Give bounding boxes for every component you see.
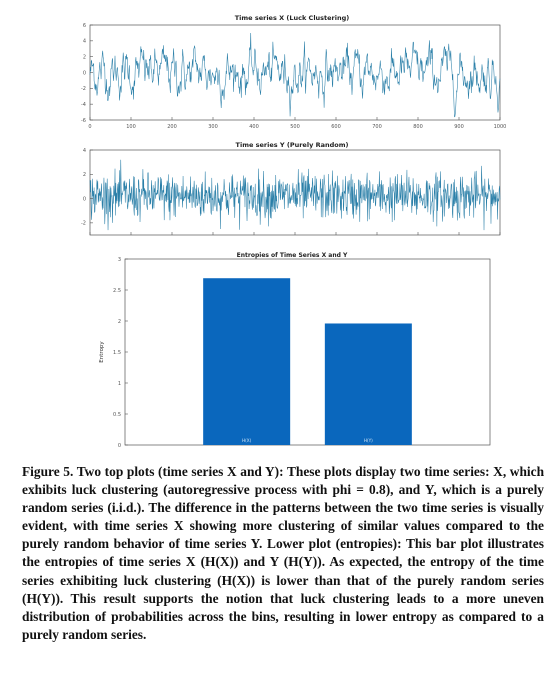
panel-y-ytick-label: 4 (83, 148, 86, 154)
panel-x-xtick-label: 400 (249, 124, 259, 130)
entropy-bar-hy (324, 323, 412, 445)
panel-time-series-x: Time series X (Luck Clustering) 0 100 200 3… (81, 14, 506, 130)
panel-y-xticks (89, 232, 501, 235)
entropy-bar-category-label: H(X) (242, 438, 252, 443)
panel-y-ytick-label: 2 (83, 172, 86, 178)
panel-x-xticks: 0 100 200 300 400 500 600 700 800 900 1000 (88, 117, 506, 130)
panel-x-yticks: 6 4 2 0 -2 -4 -6 (81, 23, 93, 124)
panel-x-ytick-label: 4 (83, 39, 86, 45)
panel-y-frame (89, 149, 501, 236)
panel-x-ytick-label: 0 (83, 70, 86, 76)
panel-bar-ytick-label: 0.5 (113, 412, 121, 418)
caption-label: Figure 5. (22, 464, 74, 479)
panel-x-xtick-label: 200 (167, 124, 177, 130)
panel-x-xtick-label: 500 (290, 124, 300, 130)
panel-x-xtick-label: 700 (372, 124, 382, 130)
panel-x-xtick-label: 1000 (494, 124, 507, 130)
panel-y-ytick-label: 0 (83, 196, 86, 202)
panel-entropies: Entropies of Time Series X and Y Entropy… (99, 252, 491, 449)
caption-text: Two top plots (time series X and Y): The… (22, 464, 545, 642)
panel-x-ytick-label: -4 (81, 102, 86, 108)
entropy-bar-category-label: H(Y) (364, 438, 373, 443)
panel-y-yticks: 4 2 0 -2 (81, 148, 93, 227)
panel-x-ytick-label: -2 (81, 86, 86, 92)
panel-y-ytick-label: -2 (81, 221, 86, 227)
panel-bar-title: Entropies of Time Series X and Y (237, 252, 348, 259)
figure-caption: Figure 5. Two top plots (time series X a… (22, 463, 544, 644)
panel-bar-ytick-label: 1 (118, 381, 121, 387)
entropy-bar-hx (203, 278, 291, 445)
panel-x-xtick-label: 0 (88, 124, 91, 130)
panel-bar-frame (124, 258, 491, 446)
panel-x-xtick-label: 100 (126, 124, 136, 130)
panel-bar-ytick-label: 2.5 (113, 288, 121, 294)
panel-bar-yticks: 3 2.5 2 1.5 1 0.5 0 (113, 257, 128, 449)
panel-time-series-y: Time series Y (Purely Random) 4 2 0 -2 (81, 141, 501, 236)
panel-y-title: Time series Y (Purely Random) (236, 141, 349, 149)
panel-bar-ytick-label: 1.5 (113, 350, 121, 356)
figure-5: Time series X (Luck Clustering) 0 100 200 3… (81, 14, 506, 449)
panel-x-xtick-label: 900 (454, 124, 464, 130)
series-x-line (89, 32, 501, 118)
panel-x-ytick-label: 2 (83, 54, 86, 60)
panel-bar-ytick-label: 2 (118, 319, 121, 325)
series-y-line (89, 159, 501, 231)
panel-x-xtick-label: 800 (413, 124, 423, 130)
panel-bar-ytick-label: 0 (118, 443, 121, 449)
panel-bar-ylabel: Entropy (99, 341, 105, 363)
panel-x-frame (89, 24, 501, 121)
panel-x-title: Time series X (Luck Clustering) (235, 14, 350, 22)
panel-x-xtick-label: 600 (331, 124, 341, 130)
panel-bar-ytick-label: 3 (118, 257, 121, 263)
panel-x-ytick-label: -6 (81, 118, 86, 124)
entropy-bars: H(X) H(Y) (203, 278, 412, 445)
panel-x-xtick-label: 300 (208, 124, 218, 130)
panel-x-ytick-label: 6 (83, 23, 86, 29)
